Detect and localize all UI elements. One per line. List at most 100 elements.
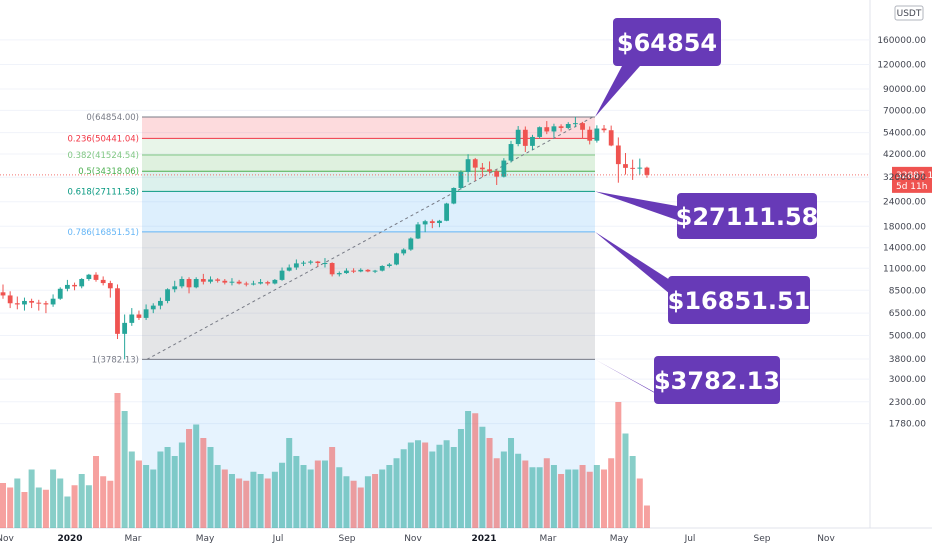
time-axis[interactable]: Nov 2020 Mar May Jul Sep Nov 2021 Mar May Jul Sep No… (0, 534, 835, 544)
candle-body (165, 289, 170, 301)
candle-body (200, 279, 206, 282)
volume-bar (78, 474, 85, 528)
volume-bar (543, 458, 550, 528)
current-price-badge (892, 166, 932, 193)
candle-body (36, 302, 42, 304)
volume-bar (343, 476, 350, 528)
candle-body (251, 283, 256, 285)
candle-body (222, 280, 228, 283)
candle-body (315, 261, 321, 264)
volume-bar (529, 467, 536, 528)
volume-bar (622, 433, 629, 528)
volume-bar (250, 471, 257, 528)
candle-body (615, 145, 621, 165)
candle-body (236, 281, 242, 284)
candle-body (322, 263, 328, 265)
volume-bar (407, 442, 414, 528)
candle-body (150, 305, 156, 310)
callout-box (668, 276, 810, 324)
volume-bar (50, 469, 57, 528)
candle-body (565, 124, 571, 128)
volume-bar (307, 469, 314, 528)
candle-body (608, 130, 614, 146)
candle-body (308, 261, 314, 263)
candle-body (243, 283, 249, 285)
volume-bar (85, 485, 92, 528)
volume-bar (615, 402, 622, 528)
candle-body (172, 286, 178, 290)
candle-body (444, 203, 450, 221)
callout-pointer (595, 231, 670, 294)
volume-bar (157, 451, 164, 528)
volume-bar (214, 465, 221, 528)
volume-bar (228, 474, 235, 528)
candle-body (122, 322, 128, 334)
callout-box (613, 18, 721, 66)
candle-body (429, 221, 435, 224)
candle-body (386, 264, 392, 266)
candle-body (265, 282, 271, 284)
volume-bar (135, 460, 142, 528)
candle-body (115, 288, 120, 334)
candle-body (107, 283, 113, 289)
volume-bar (508, 438, 515, 528)
volume-bar (42, 489, 49, 528)
time-tick-label: Jul (272, 534, 284, 544)
price-tick-label: 6500.00 (889, 309, 926, 319)
volume-bar (171, 456, 178, 528)
candle-body (451, 187, 457, 204)
volume-bar (364, 476, 371, 528)
volume-bar (236, 478, 243, 528)
fib-zone (142, 116, 595, 139)
volume-bar (57, 478, 64, 528)
price-tick-label: 24000.00 (883, 198, 926, 208)
candle-body (0, 292, 6, 296)
fib-level-label: 0.5(34318.06) (78, 167, 139, 177)
candle-body (279, 270, 285, 280)
candle-body (43, 303, 49, 305)
candle-body (379, 265, 385, 271)
candle-body (601, 128, 607, 131)
volume-bar (393, 458, 400, 528)
price-tick-label: 14000.00 (883, 244, 926, 254)
candle-body (594, 128, 600, 141)
candle-body (365, 269, 371, 272)
volume-bar (271, 471, 278, 528)
volume-bar (114, 393, 121, 528)
volume-bar (465, 411, 472, 528)
volume-bar (64, 496, 71, 528)
volume-bar (593, 465, 600, 528)
candle-body (515, 129, 521, 145)
candle-body (215, 279, 221, 281)
candle-body (29, 300, 35, 303)
volume-bar (479, 426, 486, 528)
volume-bar (264, 478, 271, 528)
price-tick-label: 42000.00 (883, 150, 926, 160)
volume-bar (35, 487, 42, 528)
volume-bar (193, 424, 200, 528)
callout-price-label: $64854 (617, 29, 717, 57)
candle-body (637, 167, 643, 169)
volume-bar (0, 483, 6, 528)
volume-bar (601, 469, 608, 528)
fib-zone (142, 231, 595, 360)
candle-body (272, 279, 278, 284)
candle-body (186, 279, 192, 288)
volume-bar (28, 469, 35, 528)
volume-bar (121, 411, 128, 528)
candle-body (351, 270, 356, 272)
price-axis[interactable]: 160000.00 120000.00 90000.00 70000.00 54000.… (877, 5, 926, 430)
candle-body (286, 267, 292, 271)
candle-body (644, 167, 650, 175)
candle-body (580, 123, 585, 130)
volume-bar (321, 460, 328, 528)
current-price-label: 32887.15 (896, 171, 932, 181)
volume-bar (279, 462, 286, 528)
price-callouts[interactable]: $64854 $27111.58 $16851.51 $3782.13 (595, 18, 818, 404)
volume-bar (636, 478, 643, 528)
time-tick-label: Sep (339, 534, 356, 544)
volume-bar (357, 487, 364, 528)
candle-body (179, 279, 185, 287)
candle-body (530, 136, 535, 146)
